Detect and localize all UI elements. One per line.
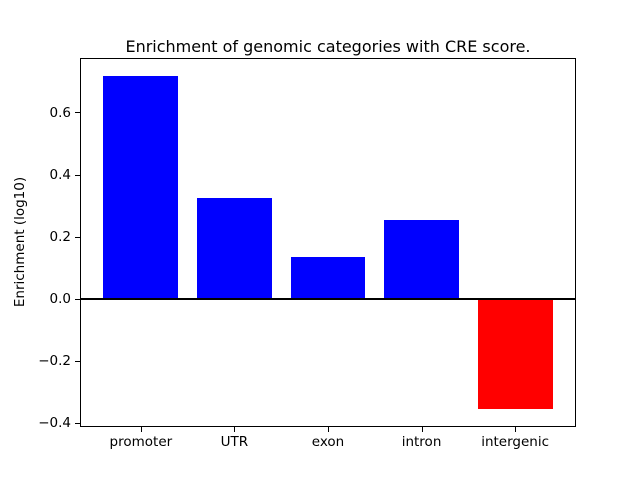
bar-UTR [197, 198, 272, 300]
y-tick-label: 0.0 [49, 291, 71, 308]
bar-intergenic [477, 299, 553, 410]
chart-title: Enrichment of genomic categories with CR… [125, 37, 531, 56]
y-tick-mark [75, 422, 80, 424]
y-tick-mark [75, 236, 80, 238]
y-tick-mark [75, 360, 80, 362]
y-tick-label: −0.2 [38, 353, 71, 370]
y-tick-mark [75, 174, 80, 176]
x-tick-mark [421, 427, 423, 432]
x-tick-mark [140, 427, 142, 432]
x-tick-label-exon: exon [311, 434, 345, 450]
x-tick-label-UTR: UTR [220, 434, 249, 450]
x-tick-mark [234, 427, 236, 432]
y-tick-label: 0.2 [49, 229, 71, 246]
bar-promoter [103, 75, 179, 300]
bar-intron [384, 220, 459, 300]
x-tick-mark [328, 427, 329, 432]
y-tick-mark [75, 298, 80, 300]
x-tick-label-intergenic: intergenic [481, 434, 550, 450]
x-tick-label-promoter: promoter [109, 434, 173, 450]
zero-line [81, 298, 575, 301]
plot-area: 0.6 0.4 0.2 0.0 −0.2 −0.4 promoter UTR exon intro… [38, 58, 576, 450]
y-tick-mark [75, 112, 80, 114]
x-tick-mark [515, 427, 517, 432]
y-tick-label: −0.4 [38, 415, 71, 432]
y-tick-label: 0.6 [49, 104, 71, 121]
bar-exon [290, 257, 366, 300]
x-tick-label-intron: intron [401, 434, 442, 450]
y-tick-label: 0.4 [49, 167, 71, 184]
